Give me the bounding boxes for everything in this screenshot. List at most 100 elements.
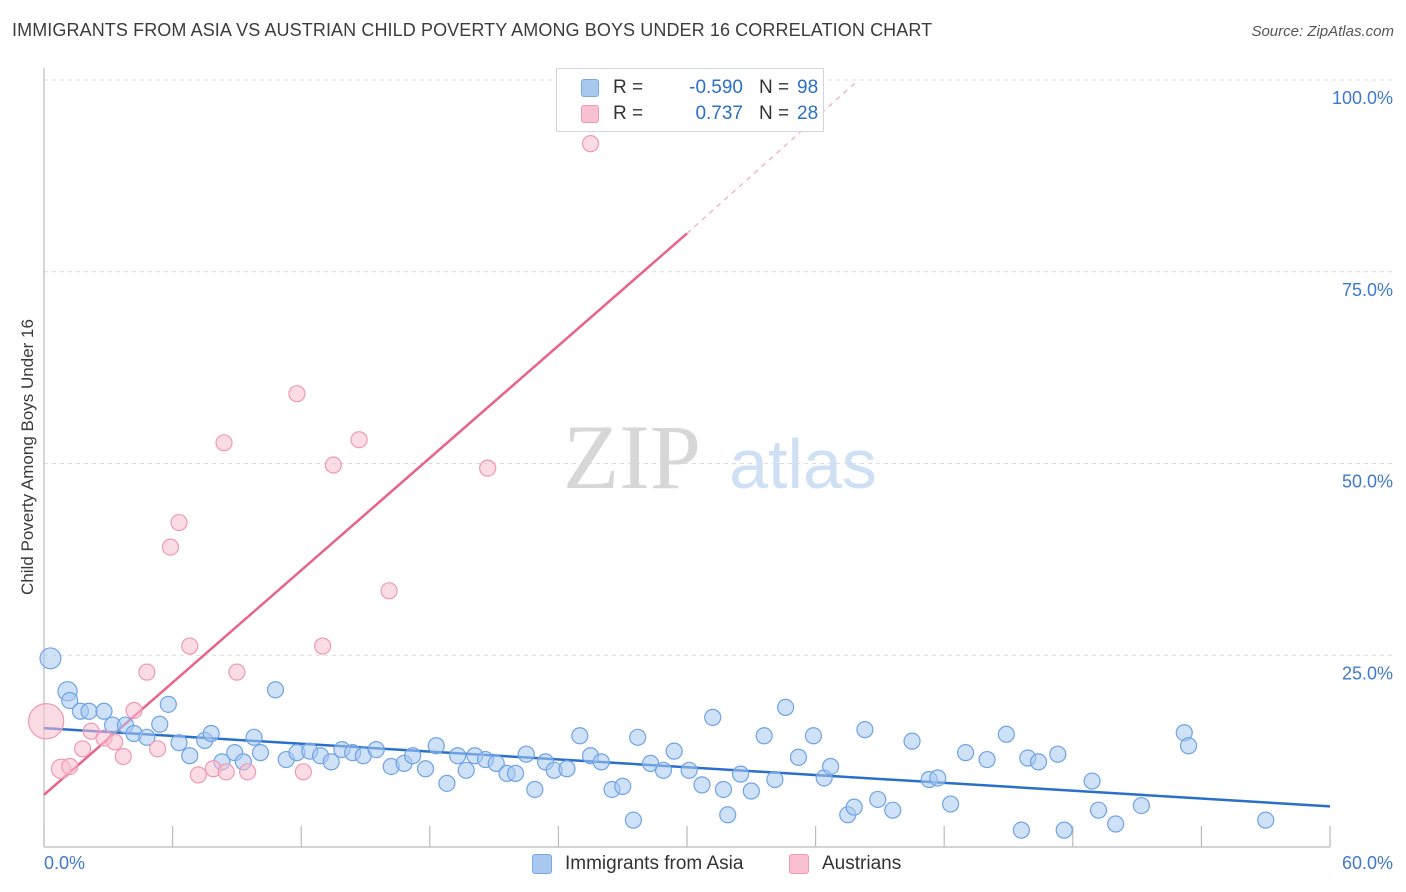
- point-immigrants-from-asia: [629, 728, 647, 746]
- series-legend: Immigrants from Asia Austrians: [0, 852, 1406, 878]
- point-austrians: [148, 740, 167, 758]
- point-austrians: [314, 637, 332, 655]
- point-austrians: [228, 663, 246, 681]
- tick-labels: 25.0% 50.0% 75.0% 100.0% 0.0% 60.0%: [44, 88, 1393, 873]
- point-immigrants-from-asia: [61, 691, 79, 710]
- point-immigrants-from-asia: [151, 715, 169, 733]
- point-immigrants-from-asia: [624, 811, 643, 829]
- point-immigrants-from-asia: [755, 727, 773, 745]
- y-axis-label: Child Poverty Among Boys Under 16: [18, 319, 37, 595]
- point-immigrants-from-asia: [404, 747, 422, 765]
- watermark-atlas: atlas: [729, 425, 877, 503]
- point-immigrants-from-asia: [571, 727, 589, 745]
- chart-title: IMMIGRANTS FROM ASIA VS AUSTRIAN CHILD P…: [12, 20, 933, 40]
- point-immigrants-from-asia: [416, 760, 435, 778]
- point-immigrants-from-asia: [245, 728, 263, 746]
- point-austrians: [288, 385, 306, 403]
- point-immigrants-from-asia: [1132, 796, 1150, 815]
- point-immigrants-from-asia: [1029, 753, 1048, 771]
- legend-n-value: 98: [797, 77, 819, 98]
- point-austrians: [324, 456, 342, 474]
- point-austrians: [239, 763, 257, 781]
- legend-r-value: -0.590: [689, 77, 743, 98]
- point-immigrants-from-asia: [517, 745, 535, 763]
- point-immigrants-from-asia: [957, 744, 975, 762]
- point-immigrants-from-asia: [457, 761, 475, 779]
- point-immigrants-from-asia: [1083, 772, 1101, 790]
- point-immigrants-from-asia: [202, 724, 220, 743]
- point-immigrants-from-asia: [181, 747, 199, 765]
- point-immigrants-from-asia: [997, 725, 1015, 743]
- y-tick-label: 25.0%: [1342, 663, 1393, 683]
- point-austrians: [114, 747, 132, 766]
- legend-n-value: 28: [797, 103, 819, 124]
- trend-line-austrians: [43, 232, 688, 796]
- point-immigrants-from-asia: [427, 737, 445, 755]
- y-tick-label: 75.0%: [1342, 280, 1393, 300]
- point-immigrants-from-asia: [680, 761, 698, 779]
- point-immigrants-from-asia: [1107, 815, 1125, 833]
- point-immigrants-from-asia: [251, 744, 270, 762]
- grid-lines: [44, 79, 1392, 656]
- legend-n-label: N =: [759, 103, 790, 124]
- point-immigrants-from-asia: [159, 695, 177, 713]
- point-immigrants-from-asia: [438, 774, 456, 792]
- point-austrians: [181, 637, 199, 655]
- point-austrians: [581, 135, 600, 153]
- point-immigrants-from-asia: [869, 790, 887, 809]
- legend-n-label: N =: [759, 77, 790, 98]
- point-immigrants-from-asia: [614, 777, 632, 796]
- point-immigrants-from-asia: [1257, 811, 1275, 829]
- point-immigrants-from-asia: [742, 782, 760, 800]
- point-immigrants-from-asia: [714, 780, 733, 799]
- legend-r-value: 0.737: [695, 103, 743, 124]
- point-immigrants-from-asia: [978, 750, 996, 769]
- point-austrians: [170, 513, 188, 532]
- point-immigrants-from-asia: [665, 742, 683, 760]
- point-immigrants-from-asia: [266, 681, 285, 699]
- point-immigrants-from-asia: [170, 734, 188, 752]
- y-tick-label: 100.0%: [1332, 88, 1393, 108]
- source-label: Source: ZipAtlas.com: [1251, 23, 1394, 40]
- point-austrians: [479, 459, 497, 477]
- point-immigrants-from-asia: [789, 748, 808, 766]
- point-immigrants-from-asia: [592, 753, 610, 771]
- point-immigrants-from-asia: [856, 721, 874, 739]
- legend-r-label: R =: [613, 103, 644, 124]
- point-austrians: [189, 766, 207, 784]
- point-austrians: [106, 733, 124, 751]
- point-austrians: [161, 538, 180, 556]
- point-austrians: [217, 763, 235, 781]
- point-immigrants-from-asia: [845, 798, 863, 816]
- point-immigrants-from-asia: [80, 702, 98, 720]
- series-swatch-asia: [532, 854, 552, 874]
- point-austrians: [73, 740, 92, 758]
- point-immigrants-from-asia: [929, 769, 947, 787]
- point-austrians: [215, 434, 233, 452]
- trend-line-austrians-extension: [686, 79, 859, 234]
- point-immigrants-from-asia: [822, 757, 840, 776]
- point-austrians: [380, 582, 398, 600]
- y-tick-label: 50.0%: [1342, 472, 1393, 492]
- series-label-austrians: Austrians: [822, 853, 902, 874]
- point-immigrants-from-asia: [95, 702, 113, 720]
- series-swatch-austrians: [789, 854, 809, 874]
- legend-r-label: R =: [613, 77, 644, 98]
- point-immigrants-from-asia: [693, 776, 711, 794]
- point-immigrants-from-asia: [903, 732, 921, 750]
- point-immigrants-from-asia: [1012, 821, 1030, 839]
- point-immigrants-from-asia: [449, 747, 467, 765]
- correlation-legend: R = -0.590 N = 98 R = 0.737 N = 28: [556, 68, 824, 132]
- point-austrians: [350, 431, 368, 449]
- point-immigrants-from-asia: [322, 753, 340, 771]
- point-immigrants-from-asia: [39, 647, 62, 670]
- point-immigrants-from-asia: [138, 728, 156, 746]
- point-immigrants-from-asia: [1049, 745, 1067, 763]
- legend-swatch-asia: [581, 79, 599, 97]
- point-immigrants-from-asia: [558, 760, 576, 778]
- legend-swatch-austrians: [581, 105, 599, 123]
- point-austrians: [27, 703, 65, 740]
- point-immigrants-from-asia: [506, 764, 525, 782]
- point-immigrants-from-asia: [654, 761, 673, 779]
